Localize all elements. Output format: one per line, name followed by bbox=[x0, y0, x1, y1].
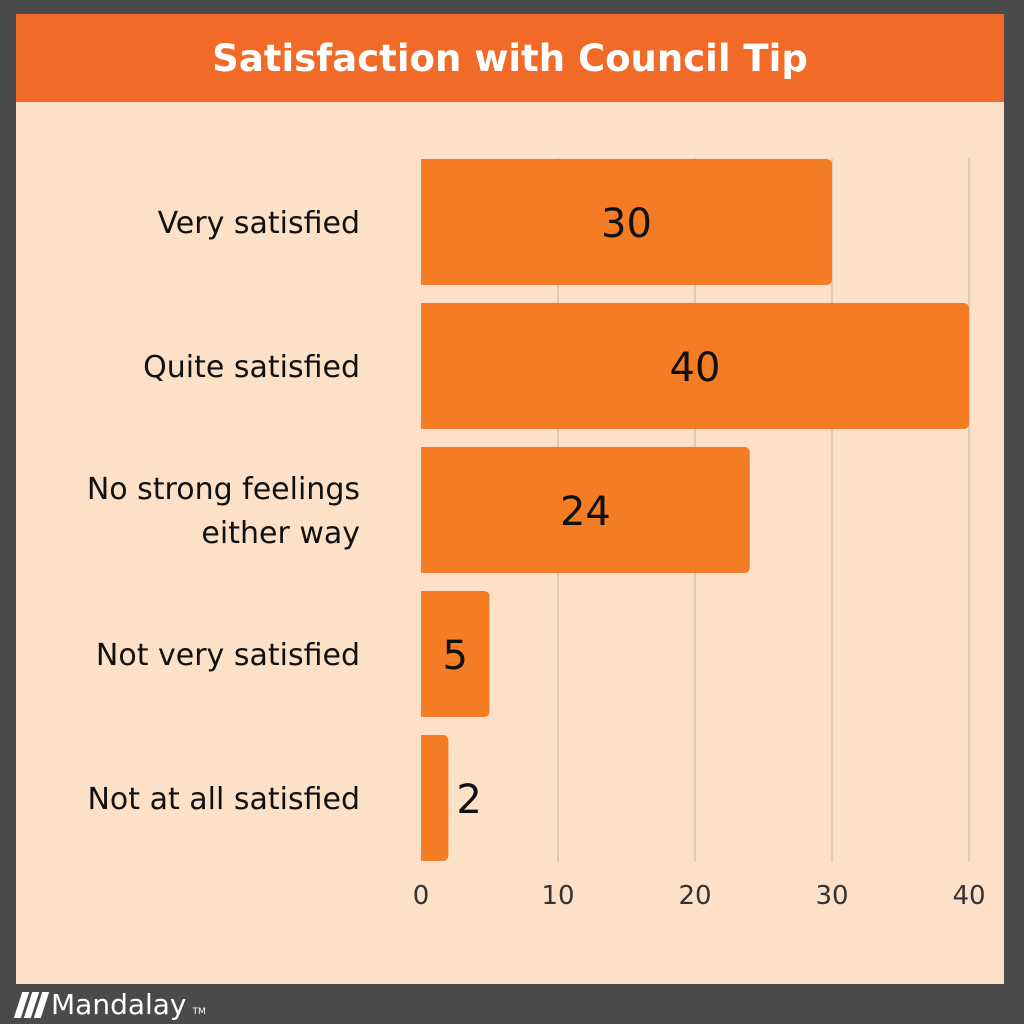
category-label: Not at all satisfied bbox=[87, 782, 360, 817]
bars bbox=[421, 159, 969, 861]
data-label: 30 bbox=[601, 201, 652, 247]
x-axis-ticks: 0 10 20 30 40 bbox=[413, 881, 986, 911]
chart-title: Satisfaction with Council Tip bbox=[212, 36, 808, 80]
bar bbox=[421, 159, 832, 285]
category-label: Quite satisfied bbox=[143, 350, 360, 385]
data-label: 24 bbox=[560, 489, 611, 535]
mandalay-logo-icon bbox=[13, 991, 50, 1018]
data-labels: 30 40 24 5 2 bbox=[443, 201, 721, 823]
x-tick-label: 30 bbox=[815, 881, 848, 911]
bar bbox=[421, 303, 969, 429]
x-tick-label: 0 bbox=[413, 881, 430, 911]
bar bbox=[421, 735, 449, 861]
title-bar: Satisfaction with Council Tip bbox=[16, 14, 1004, 102]
x-tick-label: 40 bbox=[952, 881, 985, 911]
bar bbox=[421, 591, 490, 717]
bar bbox=[421, 447, 750, 573]
data-label: 2 bbox=[456, 777, 481, 823]
brand-logo: Mandalay TM bbox=[13, 988, 206, 1021]
x-tick-label: 20 bbox=[678, 881, 711, 911]
x-tick-label: 10 bbox=[541, 881, 574, 911]
brand-trademark: TM bbox=[192, 1007, 206, 1017]
category-label: Very satisfied bbox=[158, 206, 360, 241]
data-label: 40 bbox=[670, 345, 721, 391]
category-label: No strong feelings either way bbox=[87, 472, 360, 551]
category-labels: Very satisfied Quite satisfied No strong f… bbox=[87, 206, 360, 817]
data-label: 5 bbox=[443, 633, 468, 679]
brand-name: Mandalay bbox=[51, 988, 187, 1021]
category-label: Not very satisfied bbox=[96, 638, 360, 673]
